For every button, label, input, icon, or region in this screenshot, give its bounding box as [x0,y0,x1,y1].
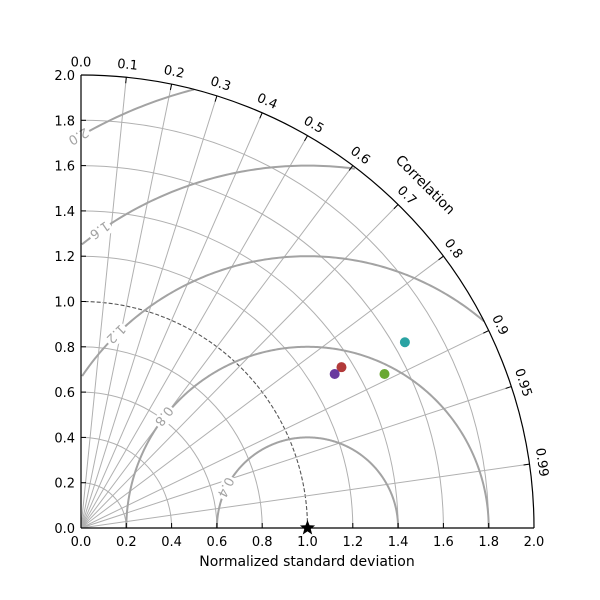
y-tick-label: 1.8 [54,114,75,129]
data-point [336,362,347,373]
reference-star [299,520,316,535]
x-tick-label: 2.0 [524,535,545,550]
data-point [399,337,410,348]
axes [80,74,535,529]
corr-tick-mark [169,84,173,91]
y-tick-label: 1.0 [54,296,75,311]
correlation-ray [80,255,444,529]
std-grid-arc [80,165,444,529]
x-tick-label: 0.0 [71,535,92,550]
x-tick-label: 0.2 [116,535,137,550]
rms-contour [81,164,355,246]
rms-label-bg [64,124,94,150]
x-tick-label: 1.6 [433,535,454,550]
x-tick-label: 1.8 [478,535,499,550]
y-tick-label: 2.0 [54,69,75,84]
correlation-ray [80,386,512,529]
corr-tick-label: 0.1 [116,57,138,74]
correlation-ray [80,95,218,529]
corr-tick-label: 0.4 [255,91,280,113]
outer-arc [80,74,535,529]
data-point [329,368,340,379]
rms-label-bg [151,402,179,432]
rms-label-bg [214,473,239,502]
corr-tick-label: 0.0 [71,56,92,71]
corr-tick-mark [214,95,218,102]
correlation-ray [80,77,127,529]
x-tick-label: 0.4 [161,535,182,550]
corr-tick-mark [348,165,354,171]
correlation-ray [80,112,263,529]
rms-contours: 0.40.81.21.62.0 [64,88,490,529]
std-grid-arc [80,119,490,529]
y-tick-label: 0.4 [54,431,75,446]
x-tick-label: 1.4 [388,535,409,550]
rms-label-bg [86,218,115,245]
correlation-ray [80,165,354,529]
corr-tick-mark [483,330,489,334]
std-grid-arc [80,391,218,529]
corr-tick-label: 0.3 [208,74,232,95]
correlation-ray [80,135,308,529]
y-tick-label: 0.8 [54,341,75,356]
corr-tick-mark [259,112,263,119]
std-grid-arc [80,210,399,529]
corr-tick-mark [125,77,127,84]
correlation-ray [80,330,489,529]
std-grid-arc [80,300,309,529]
x-tick-label: 0.6 [207,535,228,550]
data-points [299,337,410,535]
y-tick-label: 1.6 [54,160,75,175]
corr-tick-mark [505,386,512,389]
corr-tick-mark [523,463,530,466]
corr-tick-label: 0.99 [532,447,551,478]
y-tick-label: 0.2 [54,477,75,492]
rms-contour [125,345,490,529]
rms-contour-label: 1.2 [103,321,128,346]
x-tick-label: 1.0 [297,535,318,550]
corr-tick-label: 0.2 [162,63,185,82]
corr-tick-label: 0.95 [511,367,534,399]
std-grid-arc [80,255,354,529]
tick-labels: 0.0 0.2 0.4 0.6 0.8 1.0 1.2 1.4 1.6 1.8 2.00.00.20… [54,56,551,551]
corr-tick-mark [438,255,444,261]
correlation-ray [80,84,173,529]
rms-contour [81,255,485,377]
rms-label-bg [103,321,131,349]
y-tick-label: 0.0 [54,522,75,537]
data-point [379,368,390,379]
std-grid-arc [80,346,263,529]
y-tick-label: 1.4 [54,205,75,220]
y-tick-label: 1.2 [54,250,75,265]
corr-tick-mark [393,204,399,210]
rms-contour [80,88,195,137]
corr-tick-mark [304,135,308,142]
grid-layer [80,77,530,529]
x-axis-label: Normalized standard deviation [199,554,414,570]
correlation-ray [80,463,530,529]
x-tick-label: 1.2 [342,535,363,550]
y-tick-label: 0.6 [54,386,75,401]
corr-tick-label: 0.9 [488,313,511,338]
x-tick-label: 0.8 [252,535,273,550]
